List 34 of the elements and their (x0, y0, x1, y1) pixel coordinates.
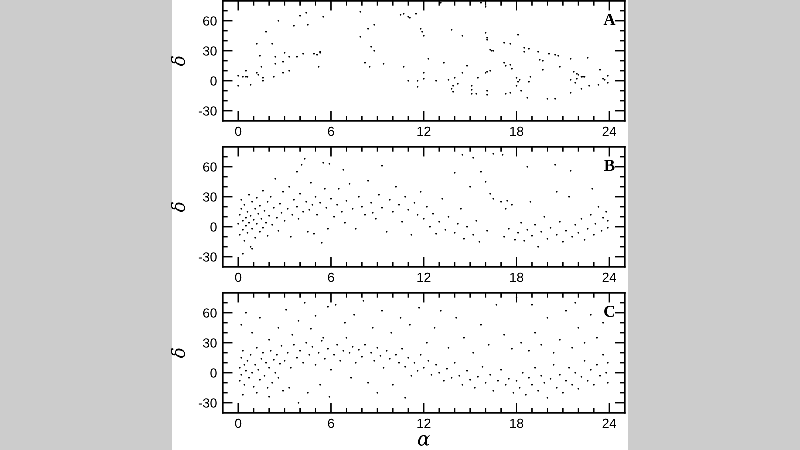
y-tick-label: -30 (198, 398, 217, 408)
y-tick-label: -30 (198, 252, 217, 262)
x-tick-label: 6 (328, 126, 334, 136)
annotation: C (604, 306, 614, 318)
x-tick-label: 0 (235, 418, 242, 428)
x-tick-label: 12 (418, 272, 431, 282)
x-tick-label: 24 (602, 272, 616, 282)
x-tick-label: 18 (510, 418, 524, 428)
y-tick-label: 60 (203, 162, 217, 172)
y-tick-label: -30 (198, 106, 217, 116)
annotation: A (604, 14, 616, 26)
x-tick-label: 12 (418, 418, 431, 428)
x-tick-label: 6 (328, 418, 334, 428)
y-axis-title: δ (171, 348, 186, 358)
x-axis-title: α (418, 435, 430, 446)
x-tick-label: 0 (235, 126, 242, 136)
y-tick-label: 30 (203, 338, 217, 348)
x-tick-label: 12 (418, 126, 431, 136)
y-tick-label: 0 (210, 222, 217, 232)
y-tick-label: 0 (210, 76, 217, 86)
y-tick-label: 30 (203, 192, 217, 202)
x-tick-label: 24 (602, 418, 616, 428)
y-tick-label: 60 (203, 308, 217, 318)
y-tick-label: 30 (203, 46, 217, 56)
x-tick-label: 0 (235, 272, 242, 282)
x-tick-label: 18 (510, 126, 524, 136)
y-tick-label: 0 (210, 368, 217, 378)
y-tick-label: 60 (203, 16, 217, 26)
y-axis-title: δ (171, 56, 186, 66)
x-tick-label: 24 (602, 126, 616, 136)
annotation: B (604, 160, 615, 172)
y-axis-title: δ (171, 202, 186, 212)
x-tick-label: 18 (510, 272, 524, 282)
x-tick-label: 6 (328, 272, 334, 282)
